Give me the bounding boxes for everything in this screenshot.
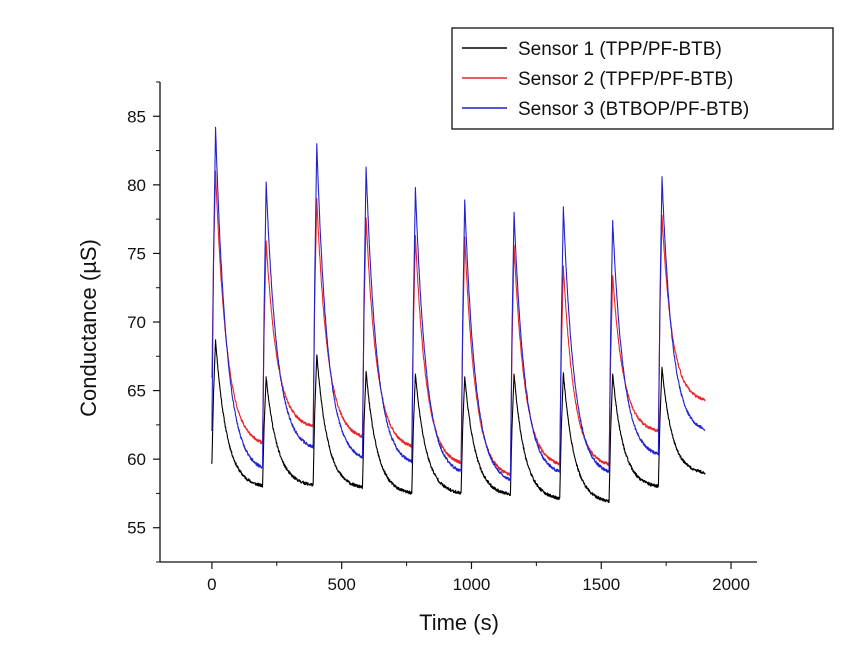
y-axis-title: Conductance (µS) bbox=[76, 239, 101, 417]
legend-label-2: Sensor 2 (TPFP/PF-BTB) bbox=[518, 69, 733, 90]
y-tick-label: 60 bbox=[127, 450, 146, 469]
series-line-1 bbox=[211, 339, 706, 504]
y-tick-label: 70 bbox=[127, 313, 146, 332]
y-tick-label: 55 bbox=[127, 519, 146, 538]
y-tick-label: 80 bbox=[127, 176, 146, 195]
y-tick-label: 65 bbox=[127, 382, 146, 401]
legend-label-1: Sensor 1 (TPP/PF-BTB) bbox=[518, 39, 722, 60]
x-tick-label: 500 bbox=[328, 575, 356, 594]
x-tick-label: 1000 bbox=[453, 575, 491, 594]
series-line-2 bbox=[211, 170, 706, 477]
x-tick-label: 0 bbox=[207, 575, 216, 594]
series-line-3 bbox=[211, 126, 706, 482]
legend-label-3: Sensor 3 (BTBOP/PF-BTB) bbox=[518, 99, 749, 120]
series-layer bbox=[211, 126, 706, 504]
legend: Sensor 1 (TPP/PF-BTB) Sensor 2 (TPFP/PF-B… bbox=[451, 27, 834, 130]
y-tick-label: 85 bbox=[127, 107, 146, 126]
y-tick-label: 75 bbox=[127, 244, 146, 263]
x-axis-title: Time (s) bbox=[419, 610, 499, 635]
legend-box bbox=[451, 27, 834, 130]
axes: 0 500 1000 1500 2000 55 60 65 70 75 80 85 bbox=[127, 81, 757, 594]
x-tick-label: 2000 bbox=[712, 575, 750, 594]
x-tick-label: 1500 bbox=[582, 575, 620, 594]
